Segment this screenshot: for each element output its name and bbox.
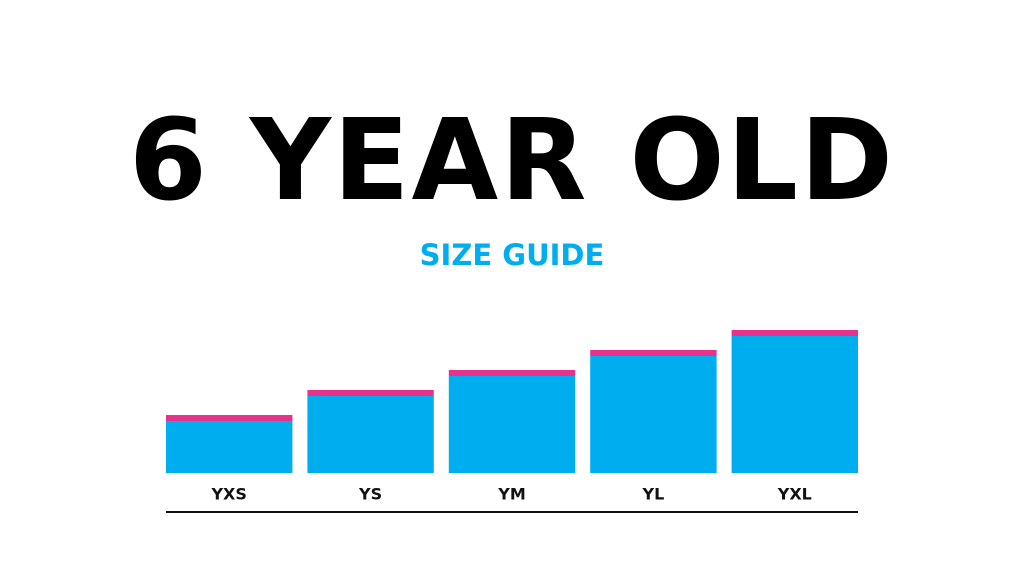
chart-subtitle: SIZE GUIDE [420, 238, 605, 272]
bar-segment [590, 356, 717, 473]
x-tick-label: YXL [777, 485, 812, 504]
bar-segment [731, 330, 858, 336]
x-tick-label: YXS [210, 485, 246, 504]
x-tick-label: YM [497, 485, 526, 504]
bar-segment [448, 370, 576, 376]
bar-segment [166, 415, 293, 421]
bar-segment [307, 396, 434, 473]
chart-title: 6 YEAR OLD [129, 96, 895, 226]
bar-segment [731, 336, 858, 473]
bar-segment [590, 350, 717, 356]
bar-segment [166, 421, 293, 473]
x-tick-label: YL [642, 485, 665, 504]
bar-segment [307, 390, 434, 396]
x-tick-label: YS [358, 485, 382, 504]
bar-segment [448, 376, 576, 473]
